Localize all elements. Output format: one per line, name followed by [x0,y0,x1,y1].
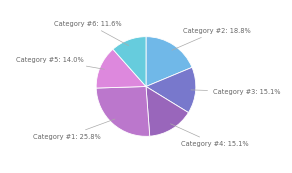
Text: Category #6: 11.6%: Category #6: 11.6% [55,21,128,45]
Text: Category #5: 14.0%: Category #5: 14.0% [16,57,104,69]
Wedge shape [146,86,188,136]
Wedge shape [146,37,192,86]
Text: Category #2: 18.8%: Category #2: 18.8% [172,28,251,50]
Wedge shape [96,49,146,88]
Text: Category #4: 15.1%: Category #4: 15.1% [171,124,249,147]
Wedge shape [96,86,150,136]
Wedge shape [146,67,196,113]
Text: Category #3: 15.1%: Category #3: 15.1% [191,89,281,95]
Text: Category #1: 25.8%: Category #1: 25.8% [33,119,115,139]
Wedge shape [113,37,146,86]
